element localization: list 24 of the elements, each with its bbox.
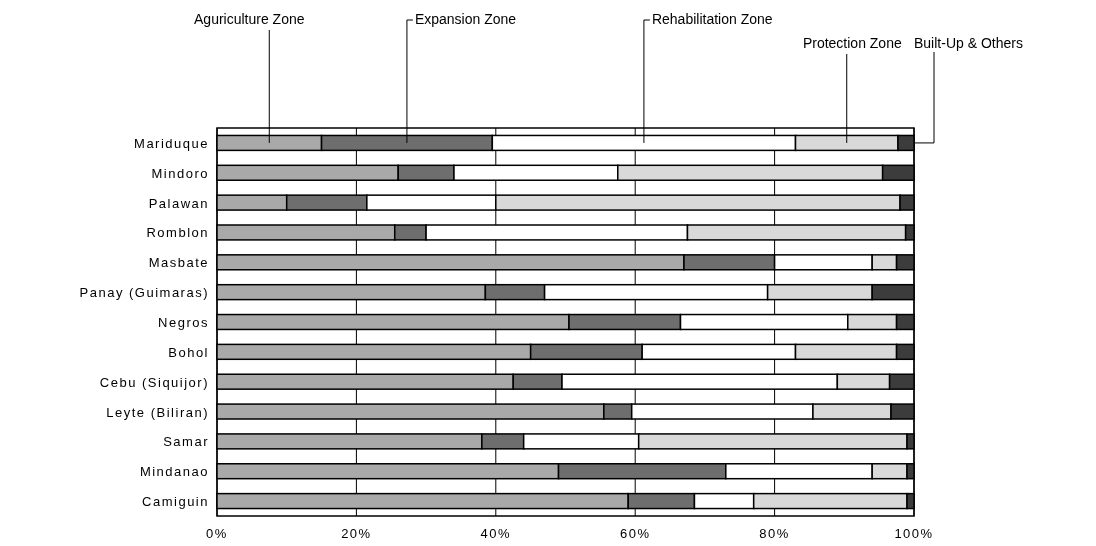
y-tick-label: Mariduque [134,135,209,151]
text: Protection Zone [802,35,902,51]
x-tick-label: 20% [341,526,372,541]
y-tick-label: Leyte (Biliran) [106,404,209,420]
y-tick-label: Panay (Guimaras) [79,285,209,301]
y-tick-label: Negros [158,315,209,330]
y-tick-label: Bohol [168,344,209,360]
y-tick-label: Cebu (Siquijor) [99,374,209,390]
y-tick-label: Romblon [146,225,209,241]
text: Rehabilitation Zone [651,11,773,27]
text: Aguriculture Zone [194,11,305,27]
y-tick-label: Samar [163,434,209,450]
y-tick-label: Mindoro [151,165,209,181]
x-tick-label: 40% [480,526,512,541]
y-tick-label: Palawan [148,195,209,211]
x-tick-label: 0% [206,526,228,541]
y-tick-label: Masbate [148,255,209,271]
text: Expansion Zone [414,11,517,27]
text: Built-Up & Others [914,35,1023,51]
x-tick-label: 80% [759,526,790,541]
x-tick-label: 60% [619,526,651,541]
y-tick-label: Mindanao [139,464,209,480]
x-tick-label: 100% [894,526,934,541]
y-tick-label: Camiguin [142,494,209,510]
